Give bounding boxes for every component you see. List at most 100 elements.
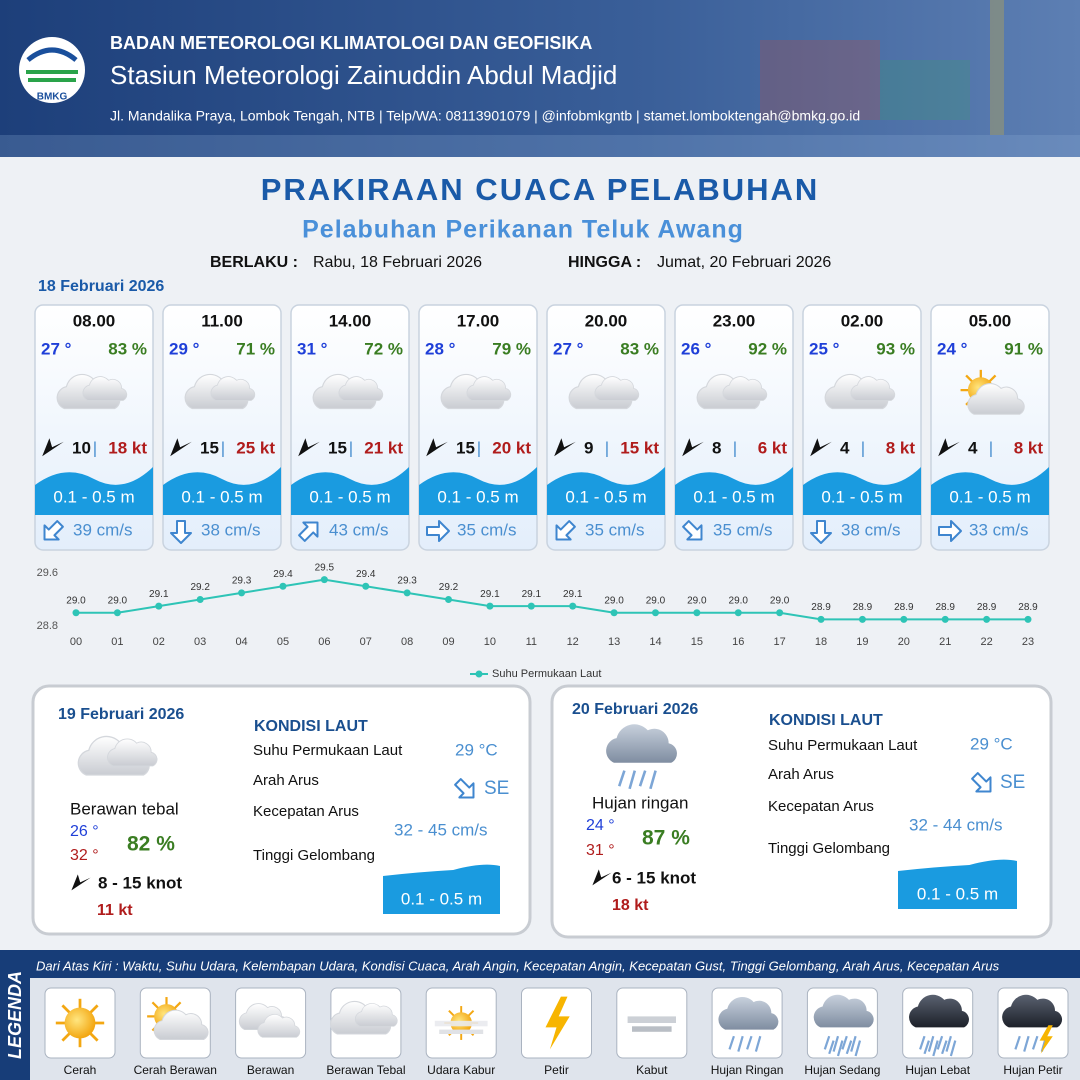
separator: | (349, 438, 353, 457)
time: 17.00 (457, 311, 500, 330)
air-temp: 26 ° (681, 339, 712, 358)
current-direction: SE (1000, 772, 1025, 793)
sst-point (858, 615, 866, 623)
air-temp: 27 ° (41, 339, 72, 358)
gust: 21 kt (364, 438, 403, 457)
current-speed: 39 cm/s (73, 520, 133, 539)
sea-title: KONDISI LAUT (769, 712, 883, 729)
x-tick-label: 01 (111, 636, 123, 648)
value-label: 29.0 (66, 595, 86, 606)
x-tick-label: 08 (401, 636, 413, 648)
time: 20.00 (585, 311, 628, 330)
sst-point (693, 609, 701, 617)
time: 02.00 (841, 311, 884, 330)
current-speed: 38 cm/s (201, 520, 261, 539)
x-tick-label: 07 (360, 636, 372, 648)
condition: Berawan tebal (70, 799, 179, 818)
legend-marker (475, 670, 483, 678)
time: 05.00 (969, 311, 1012, 330)
humidity: 83 % (108, 339, 147, 358)
legend-label: Hujan Lebat (905, 1063, 970, 1077)
x-tick-label: 02 (153, 636, 165, 648)
logo-text: BMKG (37, 92, 68, 103)
value-label: 28.9 (853, 602, 873, 613)
wind-speed: 15 (328, 438, 347, 457)
sst-point (196, 596, 204, 603)
current-speed: 35 cm/s (585, 520, 645, 539)
wave-height: 0.1 - 0.5 m (917, 884, 998, 903)
x-tick-label: 15 (691, 636, 703, 648)
value-label: 29.3 (232, 576, 252, 587)
sea-label: Tinggi Gelombang (253, 847, 375, 864)
sst-point (320, 576, 328, 584)
x-tick-label: 21 (939, 636, 951, 648)
sea-label: Kecepatan Arus (768, 798, 874, 815)
x-tick-label: 03 (194, 636, 206, 648)
current-direction: SE (484, 778, 509, 799)
legend-items: Cerah Cerah Berawan Berawan Berawan Tebal Ud… (44, 987, 1069, 1077)
sst-point (610, 609, 618, 617)
value-label: 28.9 (811, 602, 831, 613)
subtitle: Pelabuhan Perikanan Teluk Awang (302, 216, 744, 244)
header-decoration (0, 0, 1080, 157)
humidity: 92 % (748, 339, 787, 358)
time: 23.00 (713, 311, 756, 330)
legend-label: Berawan (247, 1063, 294, 1077)
humidity: 79 % (492, 339, 531, 358)
value-label: 29.2 (439, 582, 459, 593)
value-label: 29.0 (687, 595, 707, 606)
sst-point (734, 609, 742, 617)
temp-min: 26 ° (70, 823, 99, 840)
x-tick-label: 12 (567, 636, 579, 648)
separator: | (989, 438, 993, 457)
sst-point (569, 602, 577, 610)
value-label: 29.4 (273, 569, 293, 580)
current-speed: 32 - 44 cm/s (909, 815, 1003, 834)
x-tick-label: 23 (1022, 636, 1034, 648)
air-temp: 31 ° (297, 339, 328, 358)
sst: 29 °C (455, 740, 498, 759)
legend-title: LEGENDA (5, 971, 25, 1059)
x-tick-label: 11 (526, 636, 537, 648)
legend-label: Udara Kabur (427, 1063, 495, 1077)
separator: | (605, 438, 609, 457)
humidity: 72 % (364, 339, 403, 358)
wind-speed: 8 (712, 438, 721, 457)
sst-point (776, 609, 784, 617)
sst-point (486, 602, 494, 610)
value-label: 29.4 (356, 569, 376, 580)
sea-label: Suhu Permukaan Laut (253, 742, 403, 759)
value-label: 29.1 (563, 589, 583, 600)
value-label: 29.0 (770, 595, 790, 606)
separator: | (221, 438, 225, 457)
legend-label: Hujan Ringan (711, 1063, 784, 1077)
gust: 20 kt (492, 438, 531, 457)
header-banner (0, 0, 1080, 157)
sst-point (445, 596, 453, 603)
title: PRAKIRAAN CUACA PELABUHAN (261, 172, 820, 207)
time: 14.00 (329, 311, 372, 330)
sst-point (403, 589, 411, 597)
station-name: Stasiun Meteorologi Zainuddin Abdul Madj… (110, 60, 617, 90)
value-label: 28.9 (894, 602, 914, 613)
gust: 6 kt (758, 438, 788, 457)
x-tick-label: 17 (774, 636, 786, 648)
wave-band (419, 467, 537, 515)
wave-band (675, 467, 793, 515)
sea-label: Tinggi Gelombang (768, 840, 890, 857)
legend-side (0, 950, 30, 1080)
x-tick-label: 22 (980, 636, 992, 648)
x-tick-label: 13 (608, 636, 620, 648)
wave-band (931, 467, 1049, 515)
legend-label: Kabut (636, 1063, 668, 1077)
current-speed: 35 cm/s (713, 520, 773, 539)
sst-point (651, 609, 659, 617)
x-tick-label: 09 (442, 636, 454, 648)
wave-box (383, 864, 500, 914)
wave-height: 0.1 - 0.5 m (53, 487, 134, 506)
current-speed: 35 cm/s (457, 520, 517, 539)
humidity: 71 % (236, 339, 275, 358)
air-temp: 25 ° (809, 339, 840, 358)
